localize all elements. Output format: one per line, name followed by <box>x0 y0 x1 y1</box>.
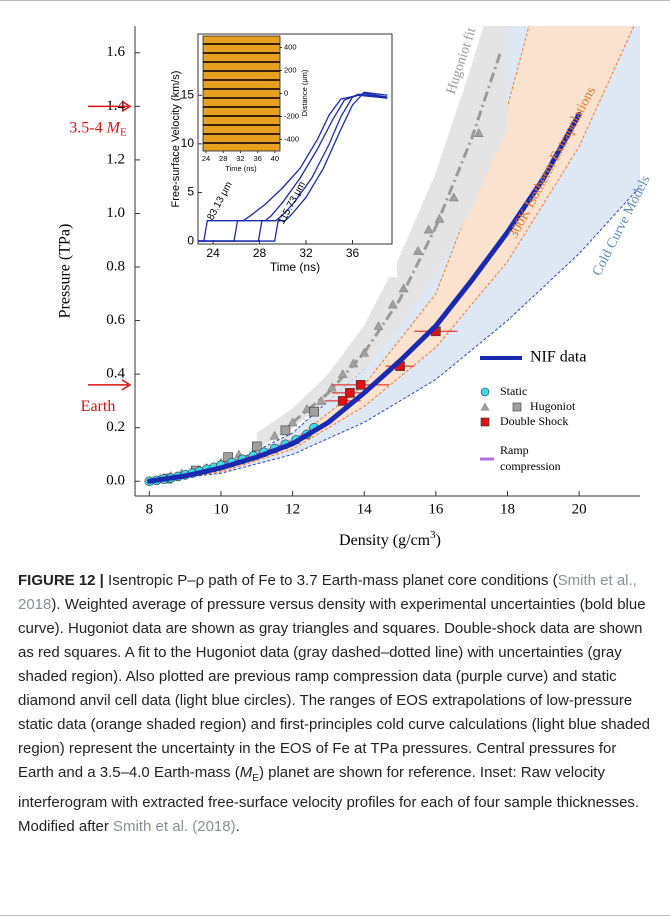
interferogram-image <box>203 36 280 151</box>
y-tick-label: 1.0 <box>106 205 125 221</box>
caption-text: . <box>236 818 240 835</box>
point <box>310 407 319 416</box>
x-tick-label: 20 <box>572 501 587 517</box>
image-y-tick-label: 0 <box>284 88 288 97</box>
point <box>281 426 290 435</box>
legend-label: NIF data <box>530 349 586 366</box>
x-tick-label: 16 <box>428 501 444 517</box>
legend-swatch <box>481 403 489 410</box>
legend-label: Hugoniot <box>530 399 576 413</box>
inset-y-tick-label: 15 <box>181 87 195 101</box>
image-y-tick-label: -400 <box>284 134 299 143</box>
point <box>356 380 365 389</box>
annotation: 3.5-4 ME <box>69 119 127 138</box>
legend-swatch <box>481 418 489 426</box>
x-tick-label: 18 <box>500 501 515 517</box>
caption-text: M <box>240 764 253 781</box>
point <box>338 396 347 405</box>
caption-label: FIGURE 12 | <box>18 572 104 589</box>
annotation-part: Earth <box>81 398 116 415</box>
y-axis-label: Pressure (TPa) <box>57 224 74 319</box>
image-x-tick-label: 28 <box>219 154 227 163</box>
caption: FIGURE 12 | Isentropic P–ρ path of Fe to… <box>18 569 652 839</box>
point <box>252 442 261 451</box>
inset-x-tick-label: 36 <box>346 246 360 260</box>
inset-y-label: Free-surface Velocity (km/s) <box>170 71 182 208</box>
legend-label: Double Shock <box>500 414 568 428</box>
legend-swatch <box>481 388 489 396</box>
x-tick-label: 8 <box>146 501 154 517</box>
inset-y-tick-label: 0 <box>187 233 194 247</box>
legend-label: Ramp compression <box>500 443 561 473</box>
image-x-tick-label: 32 <box>236 154 244 163</box>
image-y-tick-label: 200 <box>284 65 297 74</box>
legend-label: Static <box>500 384 527 398</box>
inset-x-label: Time (ns) <box>270 260 320 274</box>
caption-text: Isentropic P–ρ path of Fe to 3.7 Earth-m… <box>104 572 558 589</box>
inset-background <box>165 29 397 277</box>
inset-x-tick-label: 24 <box>206 246 220 260</box>
x-tick-label: 10 <box>213 501 228 517</box>
image-x-tick-label: 40 <box>271 154 279 163</box>
x-axis-label: Density (g/cm3) <box>339 529 441 549</box>
image-y-tick-label: -200 <box>284 111 299 120</box>
inset: 24 28 32 36 0 5 10 15 Time (ns) Free-surface Velo… <box>165 29 397 277</box>
figure: 0.00.20.40.60.81.01.21.41.68101214161820… <box>0 0 670 916</box>
image-x-label: Time (ns) <box>225 164 257 173</box>
annotation-part: 3.5-4 <box>69 119 106 136</box>
inset-x-tick-label: 32 <box>299 246 313 260</box>
caption-text: ). Weighted average of pressure versus d… <box>18 596 650 781</box>
annotation-part: E <box>120 126 127 138</box>
y-tick-label: 0.6 <box>106 312 125 328</box>
point <box>345 388 354 397</box>
image-y-tick-label: 400 <box>284 42 297 51</box>
caption-text: E <box>252 773 259 784</box>
x-tick-label: 14 <box>357 501 373 517</box>
caption-link: Smith et al. (2018) <box>113 818 236 835</box>
inset-y-tick-label: 10 <box>181 136 195 150</box>
image-x-tick-label: 24 <box>202 154 210 163</box>
legend-swatch <box>513 403 521 411</box>
image-x-tick-label: 36 <box>253 154 261 163</box>
y-tick-label: 1.2 <box>106 151 125 167</box>
image-y-label: Distance (μm) <box>300 69 309 116</box>
y-tick-label: 1.6 <box>106 44 125 60</box>
x-tick-label: 12 <box>285 501 300 517</box>
y-tick-label: 0.4 <box>106 366 125 382</box>
y-tick-label: 0.8 <box>106 258 125 274</box>
inset-x-tick-label: 28 <box>253 246 267 260</box>
x-axis-label-part: ) <box>436 532 441 549</box>
annotation: Earth <box>81 398 116 415</box>
inset-y-tick-label: 5 <box>187 185 194 199</box>
y-tick-label: 0.2 <box>106 419 125 435</box>
x-axis-label-part: Density (g/cm <box>339 532 431 549</box>
y-tick-label: 0.0 <box>106 473 125 489</box>
